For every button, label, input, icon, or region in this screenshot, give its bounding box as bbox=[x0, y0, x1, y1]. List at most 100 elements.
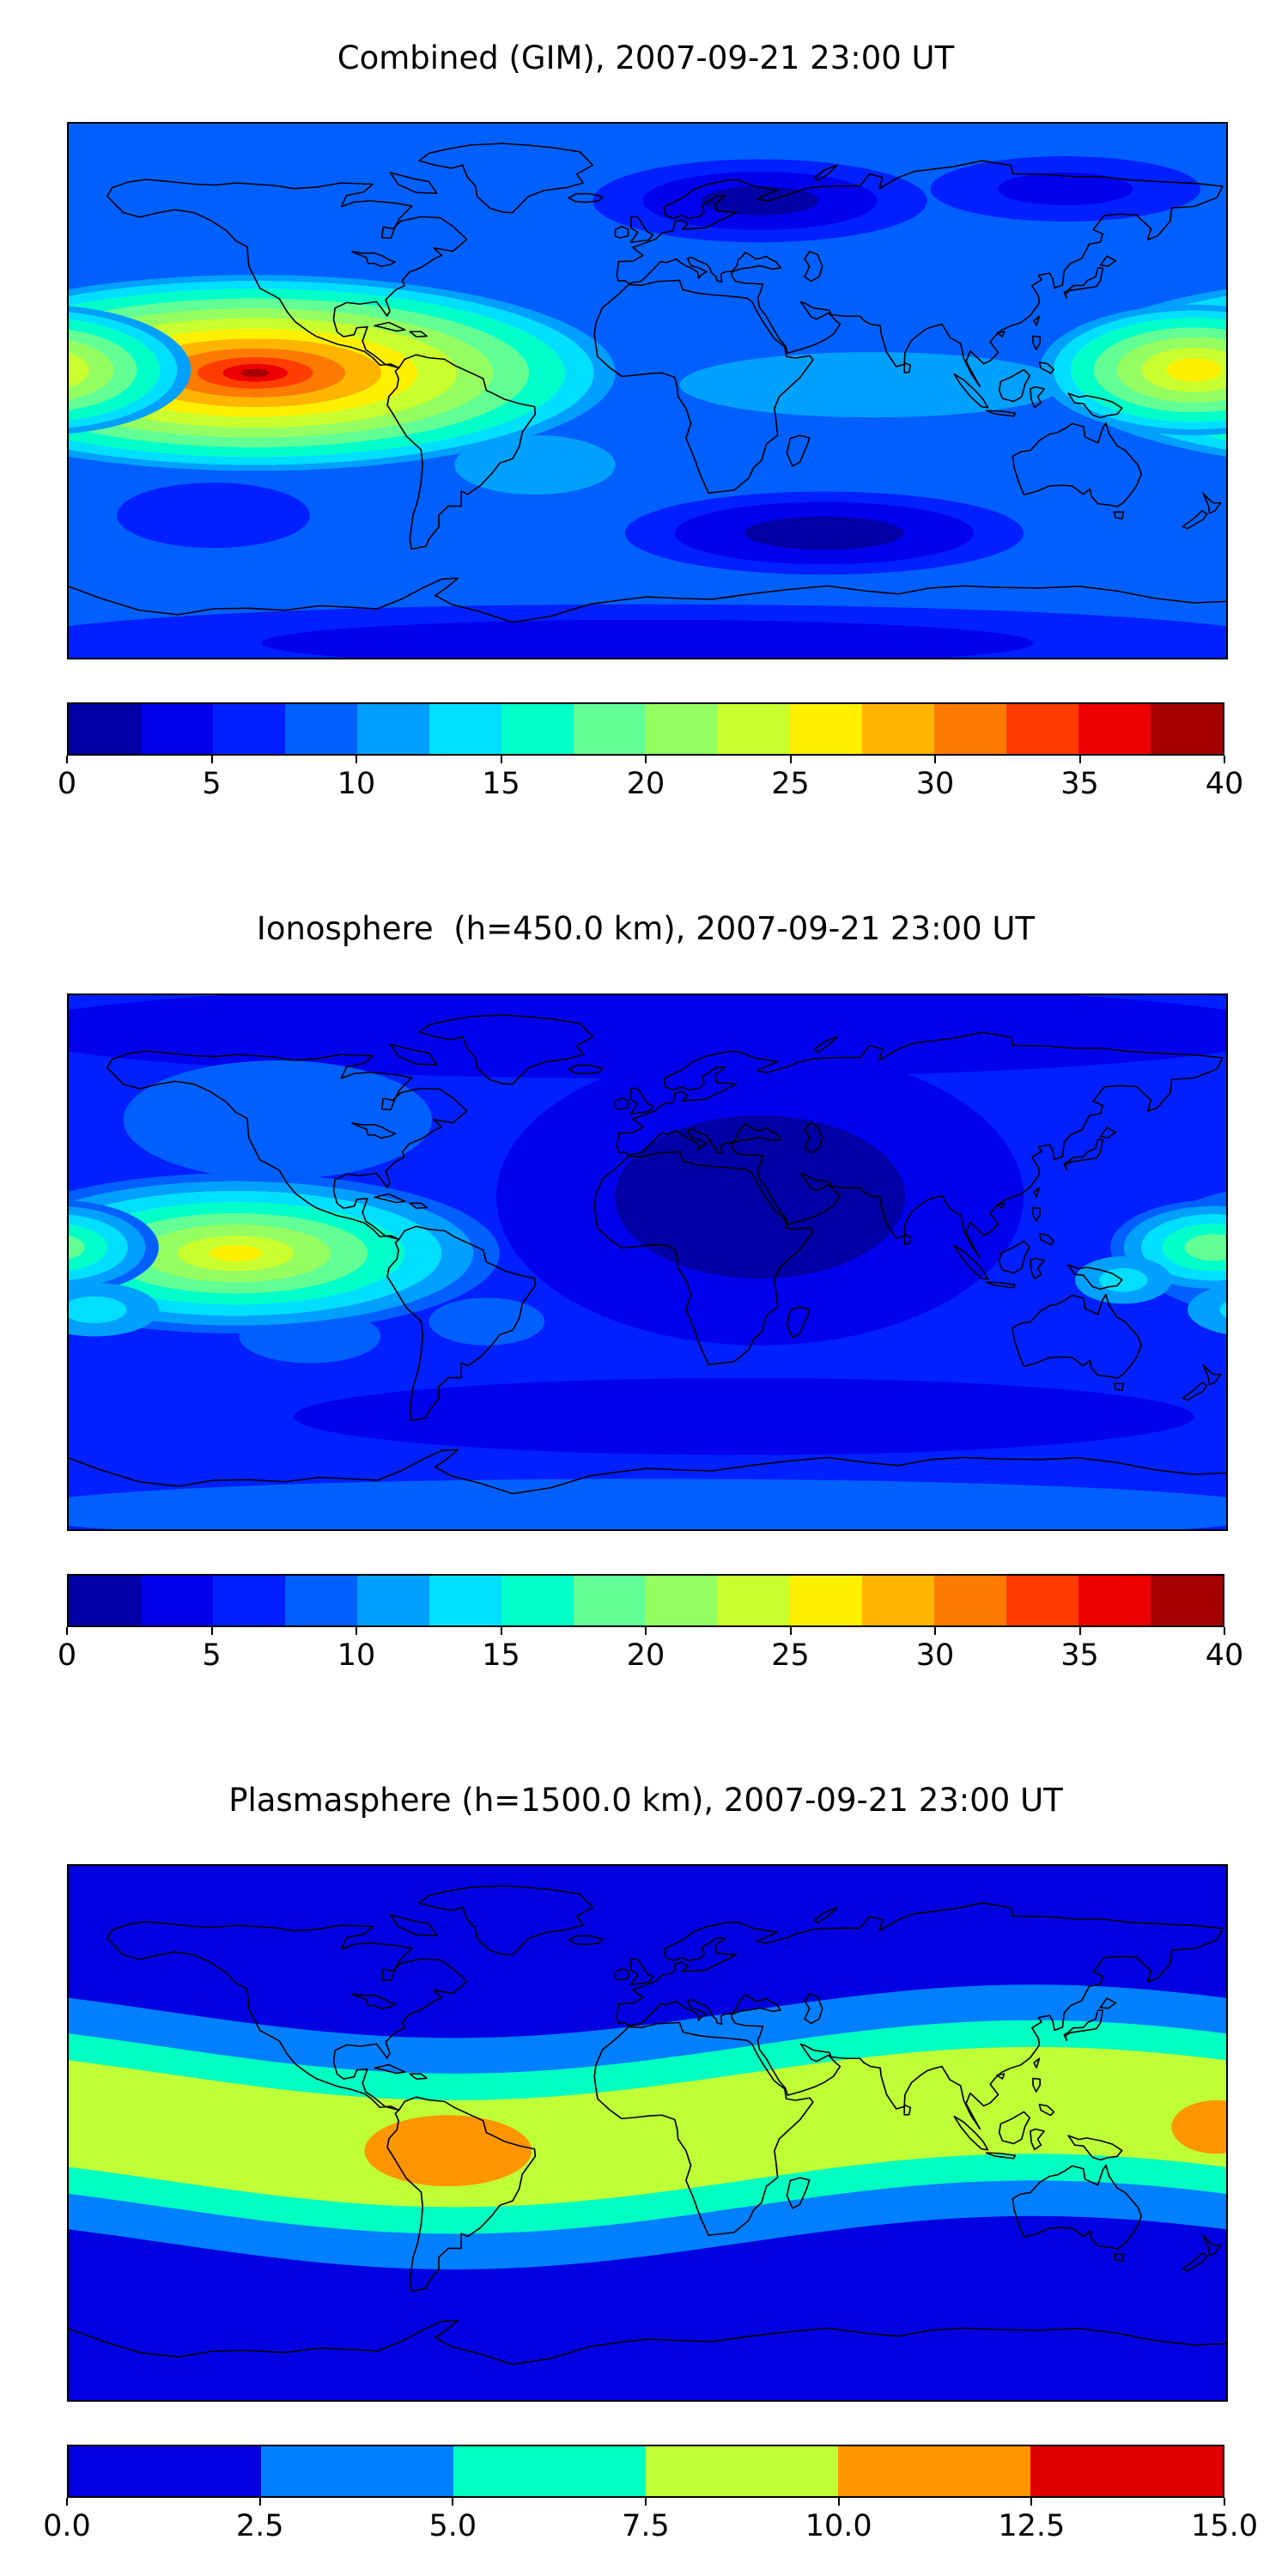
contour-feature-south-atlantic-mild bbox=[454, 435, 616, 495]
panel-ionosphere-title: Ionosphere (h=450.0 km), 2007-09-21 23:0… bbox=[256, 910, 1036, 948]
coastline bbox=[804, 1121, 823, 1154]
coastline bbox=[1099, 1127, 1117, 1139]
colorbar-tick-label: 30 bbox=[915, 767, 955, 802]
coastline-layer bbox=[69, 1885, 1226, 2366]
coastline bbox=[985, 410, 1017, 417]
colorbar-segment bbox=[357, 704, 429, 755]
colorbar-segment bbox=[862, 704, 934, 755]
colorbar-tick-mark bbox=[789, 1626, 792, 1635]
colorbar-tick-mark bbox=[1224, 1626, 1225, 1635]
colorbar-tick-mark bbox=[355, 756, 357, 764]
contour-layer bbox=[69, 1984, 1226, 2270]
coastline bbox=[1067, 392, 1123, 419]
contour-feature-arctic-band-low bbox=[69, 994, 1226, 1078]
colorbar-segment bbox=[285, 1575, 357, 1625]
contour-feature-arctic-low bbox=[592, 159, 927, 243]
coastline bbox=[629, 1958, 654, 1986]
contour-feature-arctic-band-low bbox=[1162, 1010, 1226, 1052]
colorbar-tick-mark bbox=[789, 756, 792, 764]
coastline bbox=[1012, 2165, 1142, 2251]
coastline bbox=[996, 331, 1005, 338]
coastline bbox=[1038, 1232, 1055, 1246]
coastline bbox=[1113, 2253, 1125, 2263]
colorbar-segment bbox=[718, 1575, 790, 1625]
coastline bbox=[568, 193, 604, 204]
contour-layer bbox=[69, 156, 1226, 659]
coastline-antarctica bbox=[69, 578, 1226, 623]
colorbar-tick-label: 20 bbox=[626, 767, 665, 802]
colorbar-segment bbox=[838, 2446, 1030, 2497]
panel-combined-colorbar: 0 5 10 15 20 25 30 35 40 bbox=[58, 702, 1243, 809]
contour-feature-indian-ocean-mild bbox=[679, 352, 1066, 418]
colorbar-tick-label: 2.5 bbox=[235, 2509, 284, 2544]
coastline bbox=[374, 322, 406, 332]
coastline bbox=[389, 1914, 438, 1937]
colorbar-tick-label: 20 bbox=[626, 1637, 665, 1673]
coastline bbox=[409, 1202, 428, 1209]
colorbar-tick-mark bbox=[645, 756, 647, 764]
coastline bbox=[593, 2021, 814, 2237]
coastline bbox=[568, 1935, 604, 1946]
coastline-layer bbox=[69, 1014, 1226, 1495]
coastline bbox=[953, 374, 989, 409]
contour-layer bbox=[69, 994, 1226, 1529]
colorbar-tick-mark bbox=[645, 1626, 647, 1635]
colorbar-segment bbox=[357, 1575, 429, 1625]
colorbar-segment bbox=[1151, 704, 1223, 755]
colorbar-tick-mark bbox=[355, 1626, 357, 1635]
contour-feature-southern-band-low bbox=[294, 1377, 1194, 1455]
panel-combined: Combined (GIM), 2007-09-21 23:00 UT 0 5 10… bbox=[58, 39, 1243, 809]
contour-feature-polar-south-strip bbox=[69, 1479, 1226, 1529]
coastline bbox=[418, 1885, 594, 1956]
coastline bbox=[996, 1202, 1005, 1209]
colorbar-segment bbox=[790, 1575, 862, 1625]
colorbar-tick-mark bbox=[500, 756, 502, 764]
panel-ionosphere: Ionosphere (h=450.0 km), 2007-09-21 23:0… bbox=[58, 910, 1243, 1680]
contour-feature-south-atlantic-mild bbox=[428, 1297, 545, 1346]
colorbar-segment bbox=[1006, 704, 1078, 755]
colorbar-segment bbox=[429, 704, 501, 755]
colorbar-segment bbox=[646, 704, 718, 755]
contour-feature-north-america-mild bbox=[123, 1060, 433, 1180]
coastline-layer bbox=[69, 143, 1226, 623]
contour-feature-south-america-peak bbox=[364, 2115, 532, 2187]
coastline bbox=[1202, 492, 1222, 514]
contour-feature-west-pacific-secondary bbox=[69, 306, 191, 434]
coastline bbox=[1032, 2077, 1042, 2093]
coastline bbox=[1030, 386, 1045, 409]
colorbar-segment bbox=[501, 1575, 574, 1625]
coastline bbox=[786, 2177, 811, 2209]
colorbar-segment bbox=[285, 704, 357, 755]
contour-feature-polar-south-strip bbox=[1162, 1497, 1226, 1526]
coastline bbox=[1099, 255, 1117, 268]
coastline bbox=[386, 1225, 537, 1422]
colorbar-ticks: 0 5 10 15 20 25 30 35 40 bbox=[58, 756, 1243, 809]
colorbar-segment bbox=[934, 1575, 1006, 1625]
coastline bbox=[616, 1031, 1224, 1259]
colorbar-tick-label: 15 bbox=[482, 767, 520, 802]
coastline bbox=[1067, 2135, 1123, 2161]
colorbar-tick-label: 0 bbox=[57, 767, 77, 802]
coastline-antarctica bbox=[69, 2319, 1226, 2366]
colorbar-segment bbox=[646, 1575, 718, 1625]
coastline bbox=[1030, 1257, 1045, 1279]
panel-combined-map bbox=[67, 122, 1228, 660]
colorbar-bar bbox=[67, 2445, 1224, 2499]
coastline bbox=[1032, 1206, 1042, 1222]
colorbar-tick-mark bbox=[500, 1626, 502, 1635]
colorbar-tick-label: 35 bbox=[1060, 767, 1099, 802]
coastline bbox=[903, 1233, 912, 1245]
colorbar-tick-label: 10.0 bbox=[805, 2509, 872, 2544]
colorbar-tick-label: 25 bbox=[771, 767, 810, 802]
colorbar-segment bbox=[862, 1575, 934, 1625]
coastline bbox=[629, 216, 654, 244]
colorbar-tick-mark bbox=[934, 756, 936, 764]
colorbar-segment bbox=[1078, 704, 1151, 755]
colorbar-segment bbox=[141, 704, 213, 755]
coastline bbox=[985, 1281, 1017, 1289]
colorbar-tick-mark bbox=[1078, 756, 1081, 764]
colorbar-segment bbox=[934, 704, 1006, 755]
coastline bbox=[813, 164, 838, 182]
colorbar-tick-label: 25 bbox=[771, 1637, 810, 1673]
colorbar-tick-mark bbox=[1224, 756, 1225, 764]
